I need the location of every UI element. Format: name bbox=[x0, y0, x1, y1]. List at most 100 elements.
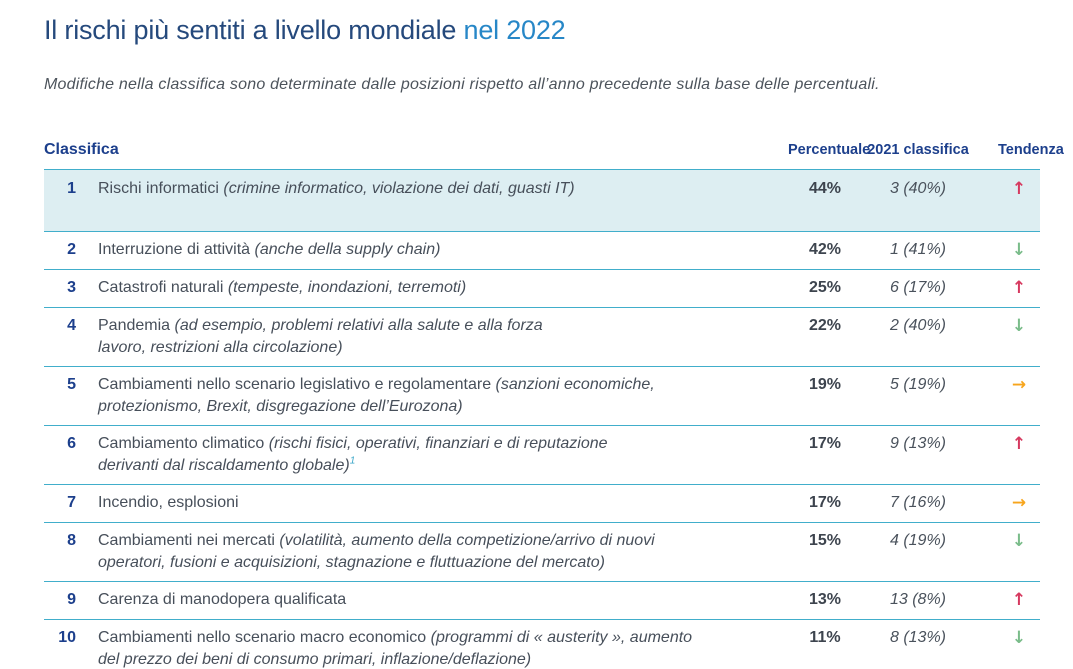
risk-description: Rischi informatici (crimine informatico,… bbox=[98, 178, 788, 200]
table-header-row: Classifica Percentuale 2021 classifica T… bbox=[44, 140, 1064, 169]
percentage-value: 44% bbox=[808, 180, 842, 197]
percentage-value: 22% bbox=[808, 317, 842, 334]
risk-footnote-superscript: 1 bbox=[349, 455, 356, 467]
percentage-value: 11% bbox=[809, 629, 841, 646]
risk-detail: (volatilità, aumento della competizione/… bbox=[98, 532, 655, 571]
rank-number: 2 bbox=[67, 241, 76, 258]
trend-same-icon: → bbox=[1011, 375, 1027, 395]
trend-same-icon: → bbox=[1011, 493, 1027, 513]
risk-name: Cambiamento climatico bbox=[98, 435, 265, 452]
rank-number: 9 bbox=[67, 591, 76, 608]
rank-number: 6 bbox=[67, 435, 76, 452]
percentage-value: 13% bbox=[808, 591, 842, 608]
table-row: 6 Cambiamento climatico (rischi fisici, … bbox=[44, 425, 1040, 484]
percentage-value: 42% bbox=[808, 241, 842, 258]
column-header-tendenza: Tendenza bbox=[998, 142, 1064, 158]
percentage-value: 15% bbox=[808, 532, 842, 549]
table-row: 5 Cambiamenti nello scenario legislativo… bbox=[44, 366, 1040, 425]
trend-cell: ↑ bbox=[974, 589, 1040, 612]
percentage-value: 17% bbox=[808, 494, 842, 511]
page-subtitle: Modifiche nella classifica sono determin… bbox=[44, 76, 880, 93]
risk-detail: (ad esempio, problemi relativi alla salu… bbox=[98, 317, 543, 356]
percentage-value: 19% bbox=[808, 376, 842, 393]
rank-number: 8 bbox=[67, 532, 76, 549]
trend-cell: ↓ bbox=[974, 315, 1040, 338]
previous-rank-value: 6 (17%) bbox=[889, 279, 947, 296]
trend-down-icon: ↓ bbox=[1011, 316, 1027, 336]
risk-description: Carenza di manodopera qualificata bbox=[98, 589, 788, 611]
trend-cell: ↓ bbox=[974, 239, 1040, 262]
trend-down-icon: ↓ bbox=[1011, 531, 1027, 551]
previous-rank-value: 2 (40%) bbox=[889, 317, 947, 334]
trend-up-icon: ↑ bbox=[1011, 278, 1027, 298]
risk-detail: (crimine informatico, violazione dei dat… bbox=[223, 180, 575, 197]
rank-number: 10 bbox=[58, 629, 76, 646]
previous-rank-value: 9 (13%) bbox=[889, 435, 947, 452]
risk-name: Cambiamenti nei mercati bbox=[98, 532, 275, 549]
page-title-year: nel 2022 bbox=[463, 15, 566, 45]
trend-down-icon: ↓ bbox=[1011, 628, 1027, 648]
previous-rank-value: 13 (8%) bbox=[889, 591, 947, 608]
table-row: 4 Pandemia (ad esempio, problemi relativ… bbox=[44, 307, 1040, 366]
trend-cell: ↑ bbox=[974, 277, 1040, 300]
percentage-value: 25% bbox=[808, 279, 842, 296]
risk-detail: (rischi fisici, operativi, finanziari e … bbox=[98, 435, 608, 474]
risk-description: Cambiamenti nello scenario macro economi… bbox=[98, 627, 788, 669]
table-row: 2 Interruzione di attività (anche della … bbox=[44, 231, 1040, 269]
trend-up-icon: ↑ bbox=[1011, 590, 1027, 610]
risk-detail: (tempeste, inondazioni, terremoti) bbox=[227, 279, 467, 296]
table-row: 7 Incendio, esplosioni 17% 7 (16%) → bbox=[44, 484, 1040, 522]
rank-number: 7 bbox=[67, 494, 76, 511]
risk-description: Cambiamenti nello scenario legislativo e… bbox=[98, 374, 788, 418]
trend-up-icon: ↑ bbox=[1011, 434, 1027, 454]
percentage-value: 17% bbox=[808, 435, 842, 452]
risk-description: Catastrofi naturali (tempeste, inondazio… bbox=[98, 277, 788, 299]
trend-cell: ↑ bbox=[974, 433, 1040, 456]
risk-detail: (anche della supply chain) bbox=[254, 241, 441, 258]
risk-detail: (sanzioni economiche, protezionismo, Bre… bbox=[98, 376, 655, 415]
trend-cell: ↓ bbox=[974, 627, 1040, 650]
risk-name: Catastrofi naturali bbox=[98, 279, 224, 296]
table-row: 10 Cambiamenti nello scenario macro econ… bbox=[44, 619, 1040, 669]
previous-rank-value: 1 (41%) bbox=[889, 241, 947, 258]
risk-name: Carenza di manodopera qualificata bbox=[98, 591, 347, 608]
risk-name: Pandemia bbox=[98, 317, 171, 334]
page-title: Il rischi più sentiti a livello mondiale… bbox=[44, 13, 1040, 47]
table-row: 8 Cambiamenti nei mercati (volatilità, a… bbox=[44, 522, 1040, 581]
rank-number: 1 bbox=[67, 180, 76, 197]
risk-name: Cambiamenti nello scenario legislativo e… bbox=[98, 376, 492, 393]
trend-up-icon: ↑ bbox=[1011, 179, 1027, 199]
previous-rank-value: 7 (16%) bbox=[889, 494, 947, 511]
table-row: 1 Rischi informatici (crimine informatic… bbox=[44, 169, 1040, 231]
risk-name: Incendio, esplosioni bbox=[98, 494, 239, 511]
trend-cell: → bbox=[974, 492, 1040, 515]
risk-name: Cambiamenti nello scenario macro economi… bbox=[98, 629, 427, 646]
column-header-classifica: Classifica bbox=[44, 141, 119, 158]
page-title-main: Il rischi più sentiti a livello mondiale bbox=[44, 15, 464, 45]
risk-detail: (programmi di « austerity », aumento del… bbox=[98, 629, 693, 668]
column-header-percentuale: Percentuale bbox=[788, 142, 871, 158]
previous-rank-value: 8 (13%) bbox=[889, 629, 947, 646]
risk-description: Cambiamenti nei mercati (volatilità, aum… bbox=[98, 530, 788, 574]
table-row: 9 Carenza di manodopera qualificata 13% … bbox=[44, 581, 1040, 619]
table-row: 3 Catastrofi naturali (tempeste, inondaz… bbox=[44, 269, 1040, 307]
column-header-2021-classifica: 2021 classifica bbox=[867, 142, 969, 158]
risk-description: Incendio, esplosioni bbox=[98, 492, 788, 514]
risk-description: Pandemia (ad esempio, problemi relativi … bbox=[98, 315, 788, 359]
trend-cell: → bbox=[974, 374, 1040, 397]
previous-rank-value: 3 (40%) bbox=[889, 180, 947, 197]
risk-name: Interruzione di attività bbox=[98, 241, 251, 258]
trend-cell: ↑ bbox=[974, 178, 1040, 201]
ranking-table: 1 Rischi informatici (crimine informatic… bbox=[44, 169, 1040, 669]
rank-number: 5 bbox=[67, 376, 76, 393]
rank-number: 4 bbox=[67, 317, 76, 334]
trend-down-icon: ↓ bbox=[1011, 240, 1027, 260]
previous-rank-value: 5 (19%) bbox=[889, 376, 947, 393]
risk-name: Rischi informatici bbox=[98, 180, 219, 197]
trend-cell: ↓ bbox=[974, 530, 1040, 553]
risk-description: Cambiamento climatico (rischi fisici, op… bbox=[98, 433, 788, 477]
previous-rank-value: 4 (19%) bbox=[889, 532, 947, 549]
risk-description: Interruzione di attività (anche della su… bbox=[98, 239, 788, 261]
rank-number: 3 bbox=[67, 279, 76, 296]
